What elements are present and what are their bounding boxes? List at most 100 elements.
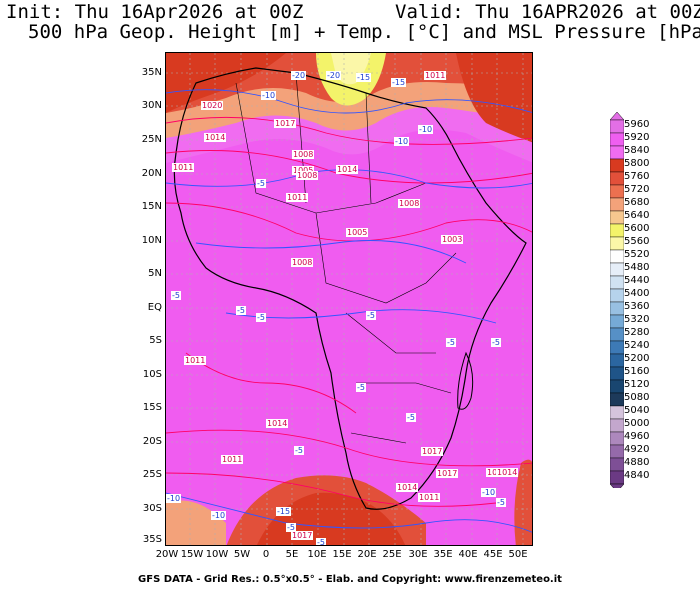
isobar-value-label: 1020	[201, 101, 224, 110]
africa-coastline	[173, 67, 527, 510]
footer-credit: GFS DATA - Grid Res.: 0.5°x0.5° - Elab. …	[138, 574, 562, 585]
colorbar-swatch	[610, 275, 624, 290]
colorbar-swatch	[610, 158, 624, 173]
colorbar-level-label: 5360	[624, 301, 650, 312]
lon-label: 15E	[332, 549, 352, 560]
lon-label: 30E	[408, 549, 428, 560]
isobar-value-label: 1017	[291, 531, 314, 540]
isobar-value-label: 1014	[336, 165, 359, 174]
isotherm-value-label: -5	[316, 538, 326, 546]
isotherm-value-label: -10	[481, 488, 497, 497]
isotherm-value-label: -5	[366, 311, 376, 320]
weather-map[interactable]: 1011102010171014101110081005100810141011…	[165, 52, 533, 546]
colorbar-swatch	[610, 314, 624, 329]
lon-label: 40E	[458, 549, 478, 560]
colorbar-level-label: 5320	[624, 314, 650, 325]
colorbar-level-label: 5480	[624, 262, 650, 273]
isotherm-value-label: -5	[406, 413, 416, 422]
lat-label: 10S	[142, 369, 162, 380]
lon-label: 10E	[307, 549, 327, 560]
colorbar-swatch	[610, 288, 624, 303]
colorbar-swatch	[610, 366, 624, 381]
colorbar-swatch	[610, 353, 624, 368]
isotherm-value-label: -5	[256, 179, 266, 188]
lon-label: 0	[262, 549, 270, 560]
isotherm-value-label: -20	[291, 71, 307, 80]
isotherm-value-label: -5	[256, 313, 266, 322]
colorbar-swatch	[610, 418, 624, 433]
colorbar-level-label: 5240	[624, 340, 650, 351]
colorbar-level-label: 5120	[624, 379, 650, 390]
colorbar-swatch	[610, 145, 624, 160]
lat-label: 20N	[141, 168, 162, 179]
colorbar-swatch	[610, 210, 624, 225]
lat-label: 30N	[141, 100, 162, 111]
isobar-value-label: 1008	[291, 258, 314, 267]
colorbar-swatch	[610, 444, 624, 459]
isobar-value-label: 1011	[172, 163, 195, 172]
colorbar-level-label: 5280	[624, 327, 650, 338]
isotherm-value-label: -5	[171, 291, 181, 300]
lon-label: 25E	[382, 549, 402, 560]
map-svg	[166, 53, 532, 545]
isobar-value-label: 1011	[286, 193, 309, 202]
lon-label: 20W	[155, 549, 179, 560]
isotherm-value-label: -10	[261, 91, 277, 100]
isotherm-value-label: -5	[286, 523, 296, 532]
colorbar-swatch	[610, 470, 624, 485]
isotherm-value-label: -10	[418, 125, 434, 134]
lat-label: 35N	[141, 67, 162, 78]
colorbar-level-label: 5080	[624, 392, 650, 403]
isobar-value-label: 1011	[418, 493, 441, 502]
isotherm-value-label: -10	[211, 511, 227, 520]
lat-label: 35S	[142, 534, 162, 545]
lon-label: 5W	[233, 549, 251, 560]
colorbar-level-label: 4920	[624, 444, 650, 455]
isobar-value-label: 1011	[184, 356, 207, 365]
isotherm-value-label: -15	[276, 507, 292, 516]
colorbar-swatch	[610, 340, 624, 355]
lon-label: 45E	[483, 549, 503, 560]
colorbar-level-label: 5600	[624, 223, 650, 234]
colorbar-level-label: 5000	[624, 418, 650, 429]
colorbar-bottom-arrow	[610, 483, 624, 488]
lat-label: EQ	[147, 302, 162, 313]
isotherm-value-label: -15	[391, 78, 407, 87]
madagascar-coast	[457, 351, 474, 410]
lat-label: 15S	[142, 402, 162, 413]
colorbar-level-label: 5560	[624, 236, 650, 247]
isotherm-value-label: -5	[491, 338, 501, 347]
isotherm-value-label: -20	[326, 71, 342, 80]
height-colorbar	[610, 112, 624, 488]
isotherm-value-label: -5	[236, 306, 246, 315]
isotherm-value-label: -10	[394, 137, 410, 146]
isobar-value-label: 1003	[441, 235, 464, 244]
colorbar-swatch	[610, 171, 624, 186]
isotherm-value-label: -15	[356, 73, 372, 82]
isotherm-value-label: -5	[446, 338, 456, 347]
isobar-value-label: 1008	[398, 199, 421, 208]
lon-label: 10W	[205, 549, 229, 560]
band-south-east	[514, 459, 532, 545]
colorbar-level-label: 5960	[624, 119, 650, 130]
isobar-value-label: 1011	[424, 71, 447, 80]
isotherm-value-label: -5	[496, 498, 506, 507]
colorbar-swatch	[610, 119, 624, 134]
isobar-value-label: 1005	[346, 228, 369, 237]
isobar-value-label: 1008	[296, 171, 319, 180]
colorbar-swatch	[610, 431, 624, 446]
isotherm-value-label: -10	[166, 494, 182, 503]
colorbar-swatch	[610, 249, 624, 264]
isobar-value-label: 1014	[496, 468, 519, 477]
colorbar-swatch	[610, 405, 624, 420]
map-title: 500 hPa Geop. Height [m] + Temp. [°C] an…	[28, 21, 700, 43]
colorbar-level-label: 5720	[624, 184, 650, 195]
colorbar-level-label: 5520	[624, 249, 650, 260]
isobar-value-label: 1017	[274, 119, 297, 128]
isobar-value-label: 1005	[292, 166, 315, 175]
colorbar-level-label: 5640	[624, 210, 650, 221]
graticule	[166, 53, 532, 545]
isobar-value-label: 1014	[204, 133, 227, 142]
lon-label: 5E	[285, 549, 299, 560]
lon-label: 35E	[433, 549, 453, 560]
